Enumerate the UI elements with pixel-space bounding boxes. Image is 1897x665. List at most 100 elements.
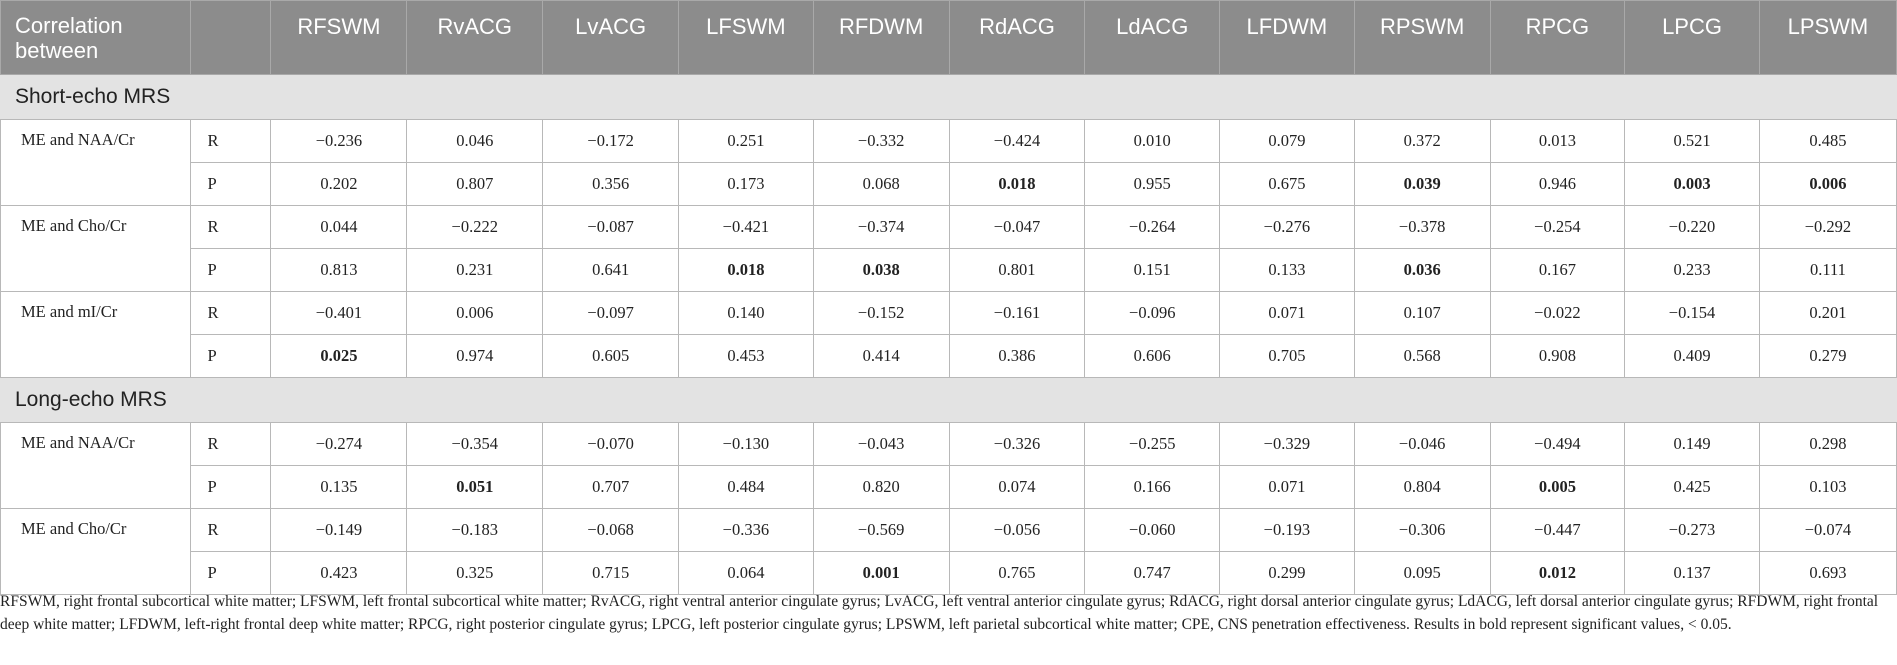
table-cell: −0.236	[270, 119, 408, 163]
table-cell: −0.421	[678, 205, 814, 249]
table-cell: 0.012	[1489, 551, 1626, 595]
column-header-rfswm: RFSWM	[270, 0, 408, 75]
table-cell: 0.095	[1353, 551, 1491, 595]
table-cell: 0.173	[678, 162, 814, 206]
table-cell: −0.329	[1219, 422, 1355, 466]
table-cell: 0.298	[1758, 422, 1897, 466]
table-cell: 0.068	[812, 162, 950, 206]
table-cell: −0.047	[948, 205, 1086, 249]
table-cell: 0.233	[1624, 248, 1760, 292]
group-label: ME and NAA/Cr	[0, 422, 192, 509]
table-cell: −0.254	[1489, 205, 1626, 249]
table-cell: −0.274	[270, 422, 408, 466]
table-cell: 0.003	[1624, 162, 1760, 206]
table-cell: 0.356	[542, 162, 680, 206]
table-cell: 0.046	[406, 119, 544, 163]
table-row: ME and NAA/Cr R −0.236 0.046 −0.172 0.251 −0.3…	[0, 119, 1897, 206]
table-row: P 0.813 0.231 0.641 0.018 0.038 0.801 0.151 0.13…	[1, 248, 1897, 292]
column-header-ldacg: LdACG	[1084, 0, 1221, 75]
table-cell: −0.070	[542, 422, 680, 466]
table-cell: 0.804	[1353, 465, 1491, 509]
table-cell: 0.231	[406, 248, 544, 292]
table-cell: 0.707	[542, 465, 680, 509]
table-cell: 0.071	[1219, 465, 1355, 509]
table-cell: 0.299	[1219, 551, 1355, 595]
table-cell: −0.222	[406, 205, 544, 249]
header-stat-column	[190, 0, 272, 75]
table-row: P 0.135 0.051 0.707 0.484 0.820 0.074 0.166 0.07…	[1, 465, 1897, 509]
table-cell: −0.149	[270, 508, 408, 552]
table-cell: −0.494	[1489, 422, 1626, 466]
column-header-lfswm: LFSWM	[678, 0, 814, 75]
table-cell: 0.018	[948, 162, 1086, 206]
table-cell: 0.705	[1219, 334, 1355, 378]
table-cell: 0.036	[1353, 248, 1491, 292]
table-cell: 0.071	[1219, 291, 1355, 335]
table-cell: 0.064	[678, 551, 814, 595]
table-cell: 0.167	[1489, 248, 1626, 292]
table-cell: 0.039	[1353, 162, 1491, 206]
table-cell: 0.025	[270, 334, 408, 378]
table-cell: −0.220	[1624, 205, 1760, 249]
column-header-lpcg: LPCG	[1624, 0, 1760, 75]
table-cell: 0.747	[1084, 551, 1221, 595]
table-cell: −0.193	[1219, 508, 1355, 552]
group-label: ME and Cho/Cr	[0, 508, 192, 595]
stat-label: P	[190, 465, 272, 509]
table-cell: 0.140	[678, 291, 814, 335]
stat-label: R	[190, 291, 272, 335]
table-cell: −0.332	[812, 119, 950, 163]
table-cell: −0.424	[948, 119, 1086, 163]
group-label: ME and NAA/Cr	[0, 119, 192, 206]
table-cell: −0.276	[1219, 205, 1355, 249]
group-label: ME and Cho/Cr	[0, 205, 192, 292]
table-cell: −0.096	[1084, 291, 1221, 335]
stat-label: R	[190, 205, 272, 249]
table-cell: −0.130	[678, 422, 814, 466]
table-cell: −0.374	[812, 205, 950, 249]
table-cell: −0.273	[1624, 508, 1760, 552]
table-cell: 0.103	[1758, 465, 1897, 509]
section-row: Short-echo MRS	[0, 74, 1897, 120]
column-header-rdacg: RdACG	[948, 0, 1086, 75]
header-row: Correlation between RFSWM RvACG LvACG LFSWM…	[0, 0, 1897, 75]
table-cell: −0.087	[542, 205, 680, 249]
column-header-rfdwm: RFDWM	[812, 0, 950, 75]
table-cell: 0.018	[678, 248, 814, 292]
table-cell: −0.074	[1758, 508, 1897, 552]
table-cell: −0.447	[1489, 508, 1626, 552]
table-cell: 0.765	[948, 551, 1086, 595]
section-title: Long-echo MRS	[0, 377, 1897, 423]
table-cell: 0.279	[1758, 334, 1897, 378]
table-cell: 0.137	[1624, 551, 1760, 595]
table-cell: −0.046	[1353, 422, 1491, 466]
table-cell: 0.675	[1219, 162, 1355, 206]
table-cell: 0.807	[406, 162, 544, 206]
table-cell: 0.151	[1084, 248, 1221, 292]
table-cell: −0.068	[542, 508, 680, 552]
table-cell: 0.409	[1624, 334, 1760, 378]
table-cell: 0.135	[270, 465, 408, 509]
table-cell: 0.521	[1624, 119, 1760, 163]
table-cell: 0.693	[1758, 551, 1897, 595]
table-row: ME and NAA/Cr R −0.274 −0.354 −0.070 −0.130 −0…	[0, 422, 1897, 509]
stat-label: P	[190, 551, 272, 595]
table-cell: 0.946	[1489, 162, 1626, 206]
table-cell: 0.006	[1758, 162, 1897, 206]
table-cell: −0.292	[1758, 205, 1897, 249]
table-cell: 0.201	[1758, 291, 1897, 335]
correlation-table: Correlation between RFSWM RvACG LvACG LFSWM…	[0, 0, 1897, 595]
table-cell: 0.568	[1353, 334, 1491, 378]
table-cell: −0.401	[270, 291, 408, 335]
table-cell: 0.423	[270, 551, 408, 595]
section-row: Long-echo MRS	[0, 377, 1897, 423]
table-cell: 0.820	[812, 465, 950, 509]
table-cell: 0.013	[1489, 119, 1626, 163]
table-cell: −0.354	[406, 422, 544, 466]
table-cell: 0.372	[1353, 119, 1491, 163]
table-cell: −0.060	[1084, 508, 1221, 552]
column-header-lvacg: LvACG	[542, 0, 680, 75]
table-cell: −0.043	[812, 422, 950, 466]
table-cell: 0.641	[542, 248, 680, 292]
table-cell: 0.051	[406, 465, 544, 509]
